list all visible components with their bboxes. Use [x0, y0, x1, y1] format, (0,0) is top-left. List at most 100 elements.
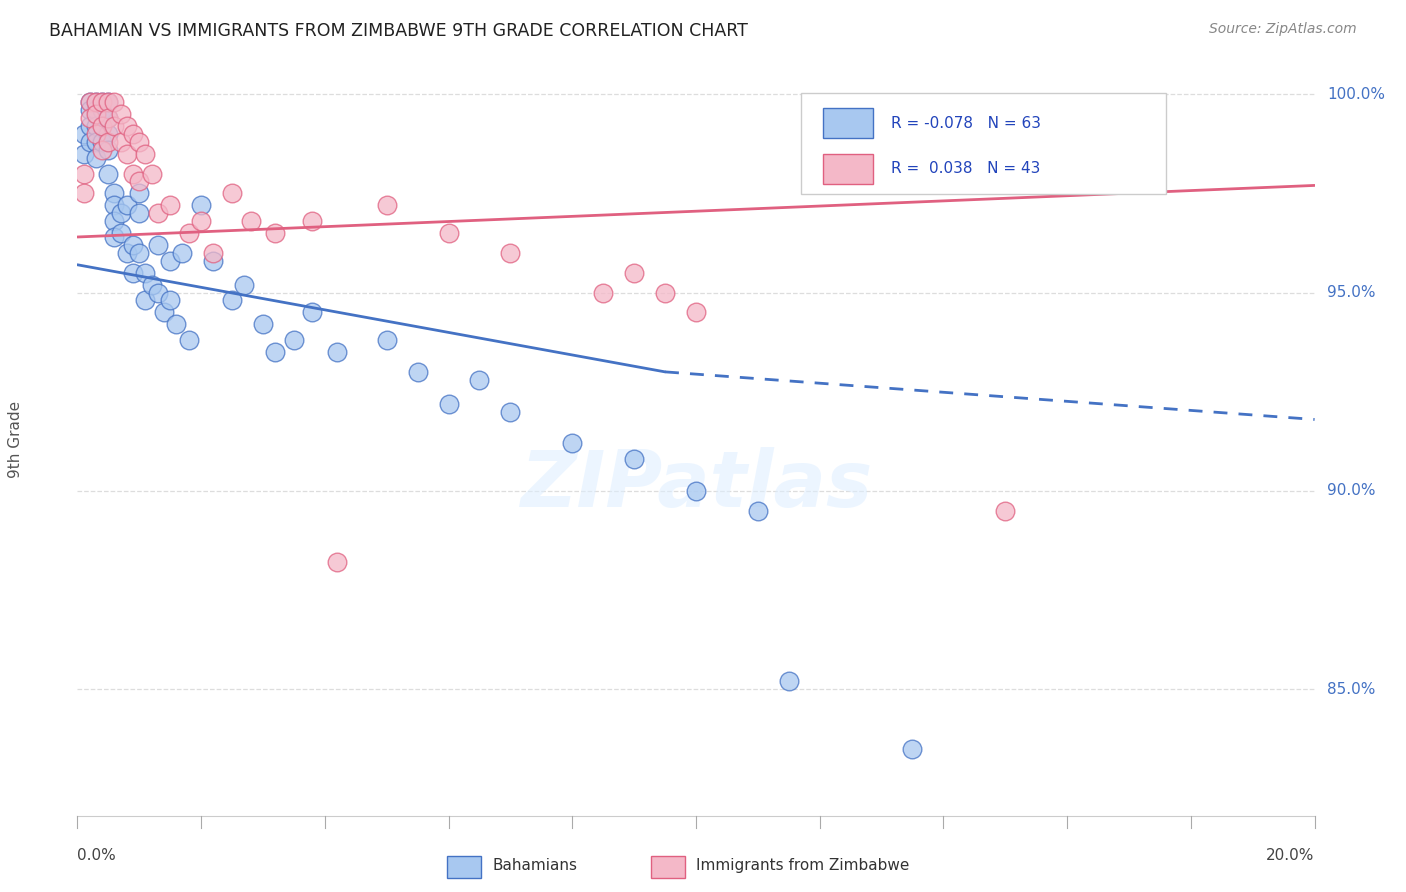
Point — [97, 167, 120, 181]
Point — [103, 214, 125, 228]
Point — [72, 146, 94, 161]
Text: R =  0.038   N = 43: R = 0.038 N = 43 — [891, 161, 1040, 177]
Point — [79, 95, 101, 109]
Point — [79, 119, 101, 133]
Point — [141, 167, 163, 181]
Point — [901, 741, 924, 756]
Text: ZIPatlas: ZIPatlas — [520, 447, 872, 523]
Point — [499, 404, 522, 418]
Point — [84, 103, 107, 117]
Point — [778, 674, 800, 689]
Point — [91, 119, 114, 133]
Point — [97, 111, 120, 125]
Point — [103, 230, 125, 244]
Point — [115, 198, 138, 212]
Point — [115, 119, 138, 133]
Text: Source: ZipAtlas.com: Source: ZipAtlas.com — [1209, 22, 1357, 37]
Point — [190, 198, 212, 212]
Point — [146, 285, 169, 300]
Point — [159, 293, 181, 308]
Point — [264, 226, 287, 240]
Point — [375, 198, 398, 212]
Point — [128, 174, 150, 188]
Text: Immigrants from Zimbabwe: Immigrants from Zimbabwe — [696, 858, 910, 872]
Point — [468, 373, 491, 387]
Point — [128, 245, 150, 260]
Point — [128, 135, 150, 149]
Point — [159, 198, 181, 212]
Point — [97, 127, 120, 141]
Point — [115, 245, 138, 260]
Point — [97, 95, 120, 109]
Point — [79, 111, 101, 125]
Point — [375, 333, 398, 347]
Point — [499, 245, 522, 260]
Text: BAHAMIAN VS IMMIGRANTS FROM ZIMBABWE 9TH GRADE CORRELATION CHART: BAHAMIAN VS IMMIGRANTS FROM ZIMBABWE 9TH… — [49, 22, 748, 40]
Text: 85.0%: 85.0% — [1327, 681, 1375, 697]
Point — [84, 127, 107, 141]
Point — [122, 167, 145, 181]
Point — [110, 135, 132, 149]
Text: 100.0%: 100.0% — [1327, 87, 1385, 102]
Point — [115, 146, 138, 161]
Point — [103, 198, 125, 212]
Point — [97, 135, 120, 149]
Point — [283, 333, 305, 347]
Point — [103, 95, 125, 109]
Point — [202, 253, 225, 268]
Point — [103, 119, 125, 133]
Text: 95.0%: 95.0% — [1327, 285, 1375, 300]
Point — [84, 135, 107, 149]
Point — [994, 504, 1017, 518]
Point — [91, 143, 114, 157]
Point — [128, 186, 150, 201]
Point — [654, 285, 676, 300]
Point — [685, 305, 707, 319]
Point — [91, 103, 114, 117]
Point — [79, 135, 101, 149]
Text: 90.0%: 90.0% — [1327, 483, 1375, 499]
Point — [264, 345, 287, 359]
Point — [326, 555, 349, 569]
Point — [79, 95, 101, 109]
Point — [239, 214, 262, 228]
Point — [122, 238, 145, 252]
Point — [301, 305, 323, 319]
Point — [623, 452, 645, 467]
Point — [146, 206, 169, 220]
Point — [146, 238, 169, 252]
Text: 0.0%: 0.0% — [77, 848, 117, 863]
Point — [84, 107, 107, 121]
Point — [623, 266, 645, 280]
Text: R = -0.078   N = 63: R = -0.078 N = 63 — [891, 116, 1042, 130]
Point — [437, 396, 460, 410]
Text: 9th Grade: 9th Grade — [8, 401, 22, 478]
Point — [221, 293, 243, 308]
Point — [110, 206, 132, 220]
Text: Bahamians: Bahamians — [492, 858, 576, 872]
Point — [128, 206, 150, 220]
Point — [747, 504, 769, 518]
FancyBboxPatch shape — [801, 93, 1166, 194]
Point — [72, 186, 94, 201]
Point — [326, 345, 349, 359]
Text: 20.0%: 20.0% — [1267, 848, 1315, 863]
Point — [165, 318, 187, 332]
Point — [172, 245, 194, 260]
Point — [103, 186, 125, 201]
Point — [221, 186, 243, 201]
Point — [177, 226, 200, 240]
Point — [153, 305, 176, 319]
Point — [122, 266, 145, 280]
Point — [72, 167, 94, 181]
Point — [97, 95, 120, 109]
Point — [685, 483, 707, 498]
Point — [72, 127, 94, 141]
Point — [110, 226, 132, 240]
Point — [592, 285, 614, 300]
Point — [84, 95, 107, 109]
Point — [406, 365, 429, 379]
Bar — [824, 108, 873, 138]
Point — [233, 277, 256, 292]
Point — [97, 143, 120, 157]
